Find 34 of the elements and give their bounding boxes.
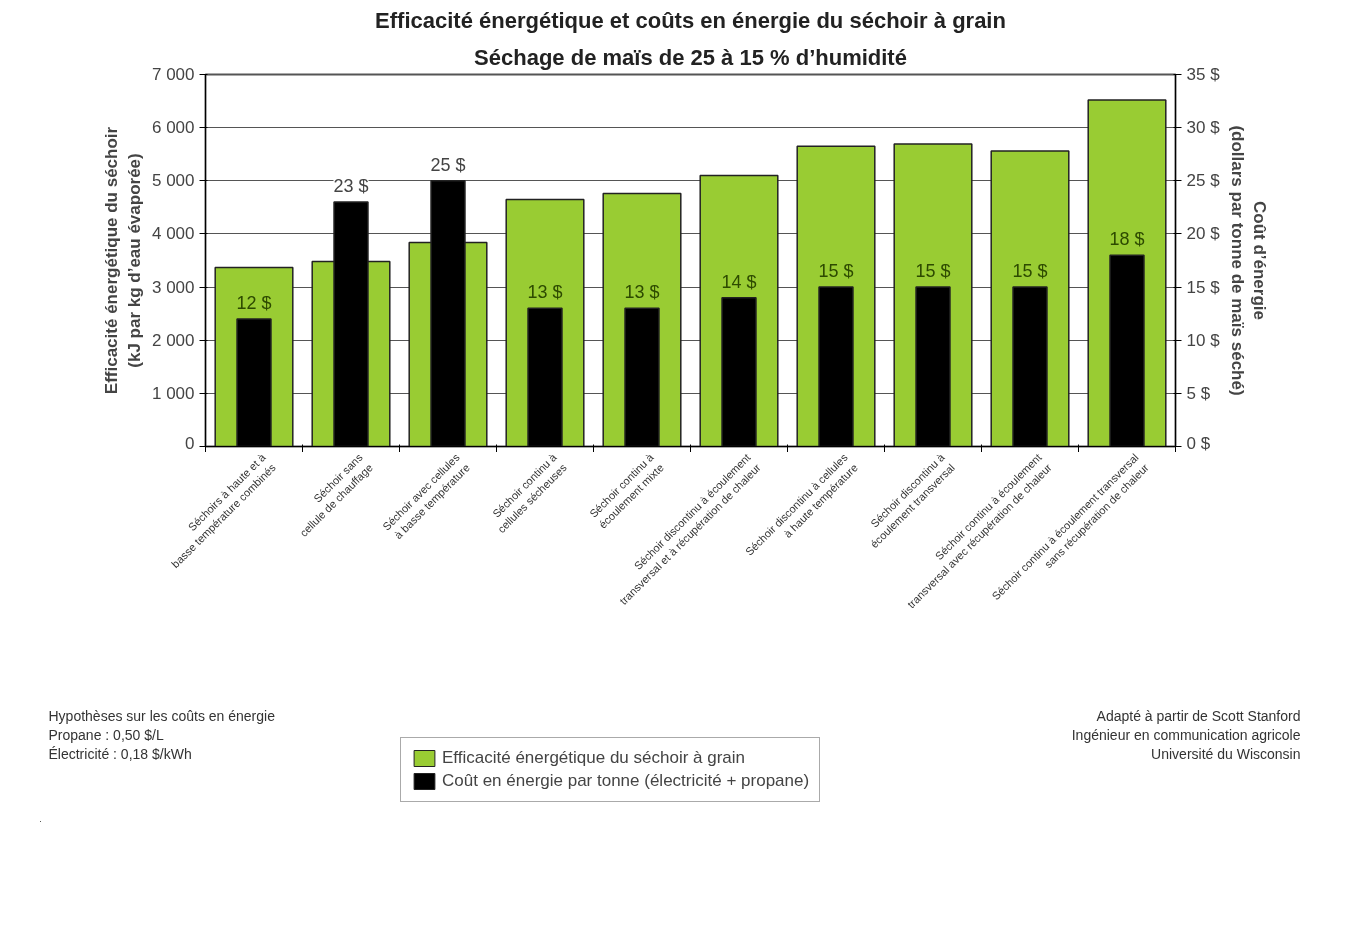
y2-tick-label: 0 $ (1186, 433, 1211, 453)
y2-tick-label: 35 $ (1186, 65, 1221, 84)
y2-tick-label: 5 $ (1186, 383, 1211, 403)
data-label: 18 $ (1109, 229, 1145, 250)
chart-subtitle: Séchage de maïs de 25 à 15 % d’humidité (474, 44, 907, 70)
legend-label: Coût en énergie par tonne (électricité + propane) (442, 771, 810, 791)
chart-title: Efficacité énergétique et coûts en énergie du séchoir à grain (375, 7, 1006, 33)
text: Adapté à partir de Scott Stanford Ingénieur en communication agricole Université du Wisconsin (1071, 707, 1301, 762)
data-label: 14 $ (721, 271, 757, 292)
data-label: 23 $ (333, 176, 369, 197)
data-label: 15 $ (1012, 261, 1048, 282)
y2-axis-title: Coût d’énergie (dollars par tonne de maïs séché) (1227, 125, 1270, 396)
y-tick-label: 6 000 (151, 118, 195, 138)
data-label: 25 $ (430, 154, 466, 175)
y-tick-label: 1 000 (151, 383, 195, 403)
y-tick-label: 0 (185, 433, 195, 453)
y2-tick-label: 15 $ (1186, 277, 1221, 297)
y-axis-title: Efficacité énergétique du séchoir (kJ par kg d’eau évaporée) (102, 126, 144, 395)
y-tick-label: 2 000 (151, 330, 195, 350)
y-tick-label: 4 000 (151, 224, 195, 244)
data-label: 15 $ (818, 261, 854, 282)
data-label: 15 $ (915, 261, 951, 282)
data-label: 13 $ (527, 282, 563, 303)
data-label: 13 $ (624, 282, 660, 303)
y-tick-label: 7 000 (151, 65, 195, 84)
data-label: 12 $ (236, 292, 272, 313)
y2-tick-label: 30 $ (1186, 118, 1221, 138)
legend-label: Efficacité énergétique du séchoir à grain (442, 748, 746, 768)
y2-tick-label: 25 $ (1186, 171, 1221, 191)
text: Hypothèses sur les coûts en énergie Propane : 0,50 $/L Électricité : 0,18 $/kWh (48, 707, 276, 762)
y2-tick-label: 10 $ (1186, 330, 1221, 350)
y2-tick-label: 20 $ (1186, 224, 1221, 244)
y-tick-label: 5 000 (151, 171, 195, 191)
y-tick-label: 3 000 (151, 277, 195, 297)
